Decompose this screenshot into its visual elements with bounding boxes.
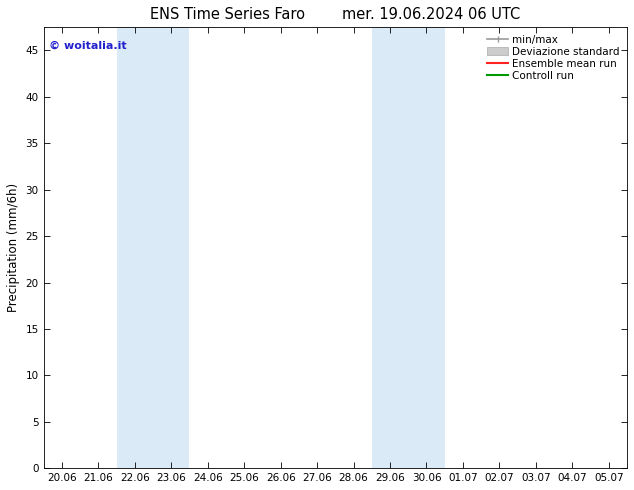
Y-axis label: Precipitation (mm/6h): Precipitation (mm/6h) [7,183,20,312]
Bar [372,27,444,468]
Bar [117,27,190,468]
Legend: min/max, Deviazione standard, Ensemble mean run, Controll run: min/max, Deviazione standard, Ensemble m… [485,32,622,83]
Text: © woitalia.it: © woitalia.it [49,41,127,50]
Title: ENS Time Series Faro        mer. 19.06.2024 06 UTC: ENS Time Series Faro mer. 19.06.2024 06 … [150,7,521,22]
